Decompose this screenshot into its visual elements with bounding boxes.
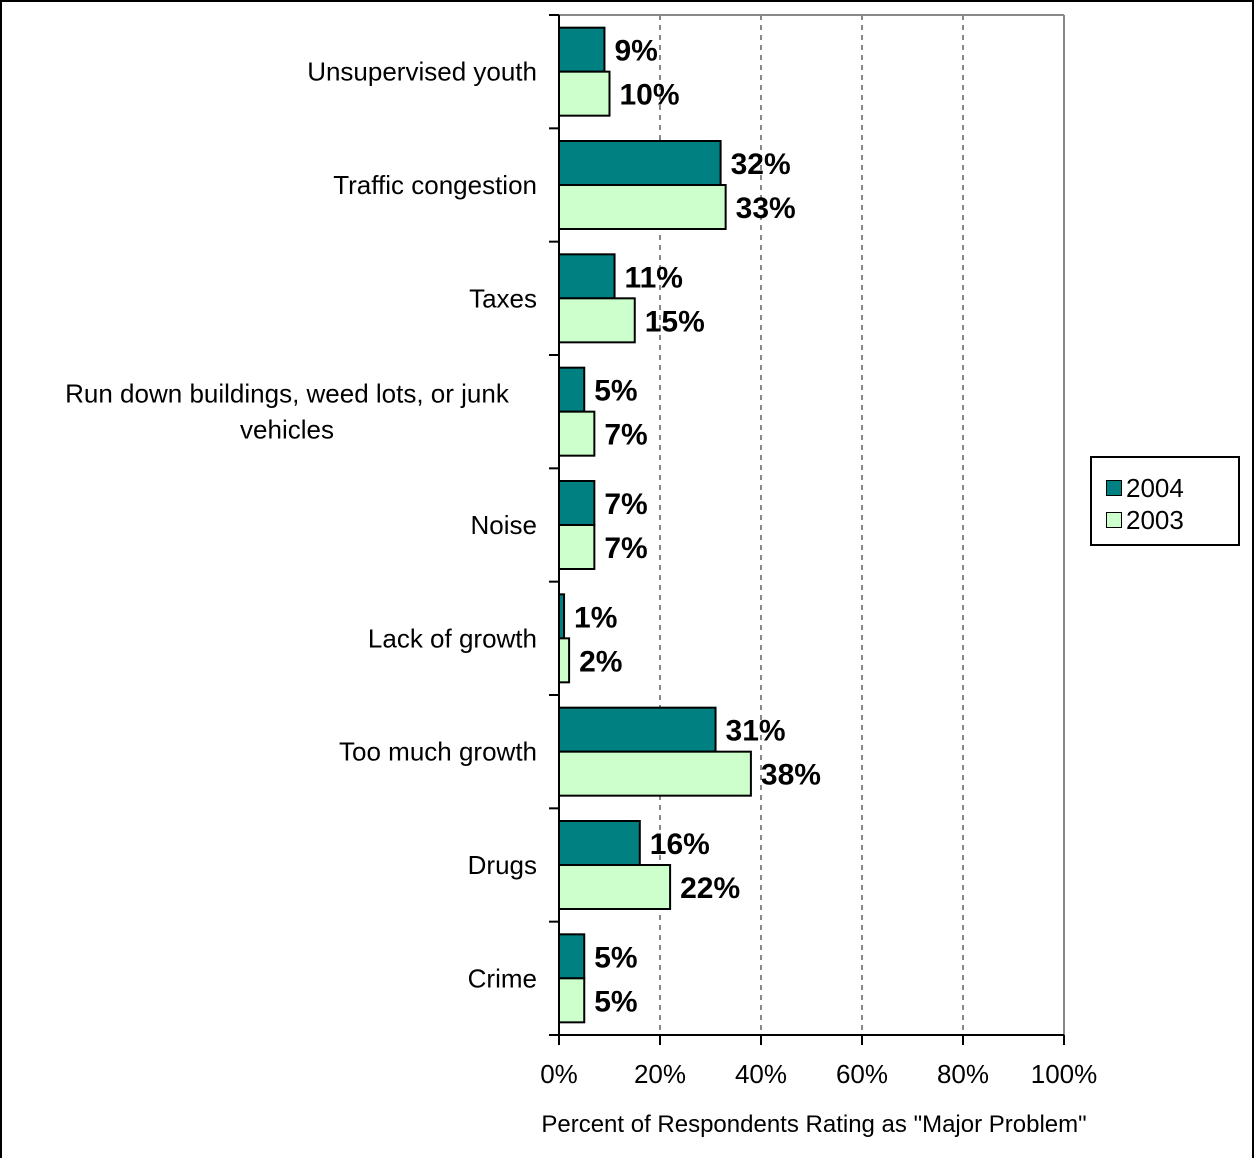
x-tick-label-20: 20% bbox=[634, 1059, 686, 1089]
data-label-2004-3: 5% bbox=[594, 375, 637, 408]
legend-item-2004: 2004 bbox=[1106, 473, 1184, 503]
bar-2004-8 bbox=[558, 933, 586, 980]
x-tick-label-60: 60% bbox=[836, 1059, 888, 1089]
category-label-5: Lack of growth bbox=[368, 623, 537, 653]
bar-2004-3 bbox=[558, 366, 586, 413]
legend-swatch-2003 bbox=[1106, 512, 1122, 528]
x-tick-label-40: 40% bbox=[735, 1059, 787, 1089]
bar-2003-3 bbox=[558, 410, 596, 457]
data-label-2004-6: 31% bbox=[726, 715, 786, 748]
category-label-4: Noise bbox=[471, 510, 537, 540]
bar-2003-0 bbox=[558, 70, 611, 117]
data-label-2003-6: 38% bbox=[761, 759, 821, 792]
bar-2004-6 bbox=[558, 706, 717, 753]
data-label-2004-1: 32% bbox=[731, 148, 791, 181]
data-label-2003-8: 5% bbox=[594, 985, 637, 1018]
category-label-3-line0: Run down buildings, weed lots, or junk bbox=[65, 379, 510, 409]
bar-2004-7 bbox=[558, 820, 641, 866]
bar-2004-2 bbox=[558, 253, 616, 300]
x-tick-label-80: 80% bbox=[937, 1059, 989, 1089]
bar-2004-0 bbox=[558, 26, 606, 73]
category-label-6: Too much growth bbox=[339, 737, 537, 767]
category-label-0: Unsupervised youth bbox=[307, 57, 537, 87]
x-tick-label-0: 0% bbox=[540, 1059, 578, 1089]
category-label-7: Drugs bbox=[468, 850, 537, 880]
data-label-2004-7: 16% bbox=[650, 828, 710, 861]
bar-2003-7 bbox=[558, 864, 672, 910]
data-label-2003-7: 22% bbox=[680, 872, 740, 905]
legend-label-2004: 2004 bbox=[1126, 472, 1184, 503]
bar-2003-6 bbox=[558, 750, 752, 797]
data-label-2004-8: 5% bbox=[594, 941, 637, 974]
data-label-2003-1: 33% bbox=[736, 192, 796, 225]
data-label-2004-4: 7% bbox=[604, 488, 647, 521]
bar-2003-5 bbox=[558, 637, 571, 684]
legend-label-2003: 2003 bbox=[1126, 504, 1184, 535]
data-label-2003-5: 2% bbox=[579, 645, 622, 678]
data-label-2004-5: 1% bbox=[574, 601, 617, 634]
legend-item-2003: 2003 bbox=[1106, 505, 1184, 535]
bar-2003-2 bbox=[558, 297, 636, 344]
category-label-8: Crime bbox=[468, 963, 537, 993]
category-label-2: Taxes bbox=[469, 283, 537, 313]
data-label-2003-2: 15% bbox=[645, 305, 705, 338]
bar-2004-4 bbox=[558, 480, 596, 526]
x-tick-label-100: 100% bbox=[1031, 1059, 1098, 1089]
category-label-1: Traffic congestion bbox=[333, 170, 537, 200]
bar-2003-4 bbox=[558, 524, 596, 570]
data-label-2003-0: 10% bbox=[620, 79, 680, 112]
bar-2004-1 bbox=[558, 140, 722, 186]
data-label-2003-3: 7% bbox=[604, 419, 647, 452]
legend-swatch-2004 bbox=[1106, 480, 1122, 496]
bar-2003-8 bbox=[558, 977, 586, 1024]
bar-2003-1 bbox=[558, 184, 727, 230]
category-label-3-line1: vehicles bbox=[240, 415, 334, 445]
data-label-2003-4: 7% bbox=[604, 532, 647, 565]
x-axis-title: Percent of Respondents Rating as "Major … bbox=[541, 1111, 1086, 1138]
data-label-2004-2: 11% bbox=[625, 261, 683, 294]
chart-legend: 2004 2003 bbox=[1090, 456, 1240, 546]
data-label-2004-0: 9% bbox=[614, 35, 657, 68]
